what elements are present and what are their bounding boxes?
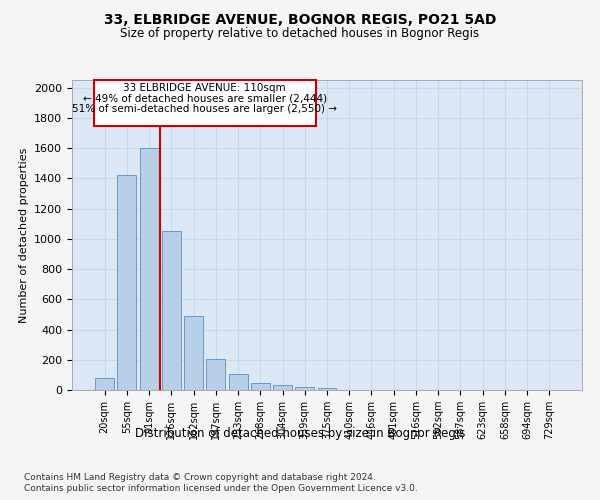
FancyBboxPatch shape — [94, 80, 316, 126]
Bar — [251, 383, 270, 390]
Bar — [229, 374, 248, 390]
Text: Contains HM Land Registry data © Crown copyright and database right 2024.: Contains HM Land Registry data © Crown c… — [24, 472, 376, 482]
Text: 33 ELBRIDGE AVENUE: 110sqm: 33 ELBRIDGE AVENUE: 110sqm — [124, 83, 286, 93]
Bar — [162, 231, 181, 390]
Text: 33, ELBRIDGE AVENUE, BOGNOR REGIS, PO21 5AD: 33, ELBRIDGE AVENUE, BOGNOR REGIS, PO21 … — [104, 12, 496, 26]
Text: Size of property relative to detached houses in Bognor Regis: Size of property relative to detached ho… — [121, 28, 479, 40]
Bar — [95, 378, 114, 390]
Bar — [140, 148, 158, 390]
Text: Contains public sector information licensed under the Open Government Licence v3: Contains public sector information licen… — [24, 484, 418, 493]
Text: Distribution of detached houses by size in Bognor Regis: Distribution of detached houses by size … — [135, 428, 465, 440]
Bar — [118, 176, 136, 390]
Bar — [317, 388, 337, 390]
Bar — [273, 386, 292, 390]
Bar — [206, 359, 225, 390]
Y-axis label: Number of detached properties: Number of detached properties — [19, 148, 29, 322]
Bar — [295, 387, 314, 390]
Text: 51% of semi-detached houses are larger (2,550) →: 51% of semi-detached houses are larger (… — [72, 104, 337, 114]
Bar — [184, 316, 203, 390]
Text: ← 49% of detached houses are smaller (2,444): ← 49% of detached houses are smaller (2,… — [83, 94, 327, 104]
